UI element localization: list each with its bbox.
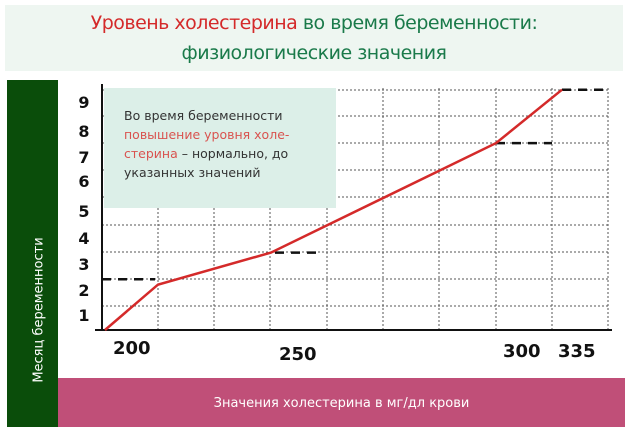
chart-title: Уровень холестерина во время беременност… <box>5 5 623 71</box>
title-part-green: во время беременности: <box>297 12 538 34</box>
y-tick: 8 <box>78 122 90 141</box>
note-highlight: повышение уровня холе-стерина <box>124 127 290 161</box>
x-tick: 250 <box>279 344 317 365</box>
y-tick: 5 <box>78 202 90 221</box>
title-line2: физиологические значения <box>181 42 447 64</box>
x-axis-label: Значения холестерина в мг/дл крови <box>58 378 625 427</box>
x-tick: 300 <box>503 341 541 362</box>
note-rest: – нормально, до указанных значений <box>124 146 289 180</box>
y-tick: 1 <box>78 306 90 325</box>
y-tick: 6 <box>78 172 90 191</box>
note-box: Во время беременности повышение уровня х… <box>104 88 336 208</box>
y-tick: 3 <box>78 255 90 274</box>
note-line1: Во время беременности <box>124 108 283 123</box>
x-tick: 200 <box>113 338 151 359</box>
y-axis-bar: Месяц беременности <box>7 80 58 427</box>
y-tick: 2 <box>78 281 90 300</box>
y-tick: 9 <box>78 93 90 112</box>
x-tick: 335 <box>558 341 596 362</box>
y-tick: 7 <box>78 148 90 167</box>
y-tick: 4 <box>78 229 90 248</box>
title-part-red: Уровень холестерина <box>90 12 298 34</box>
